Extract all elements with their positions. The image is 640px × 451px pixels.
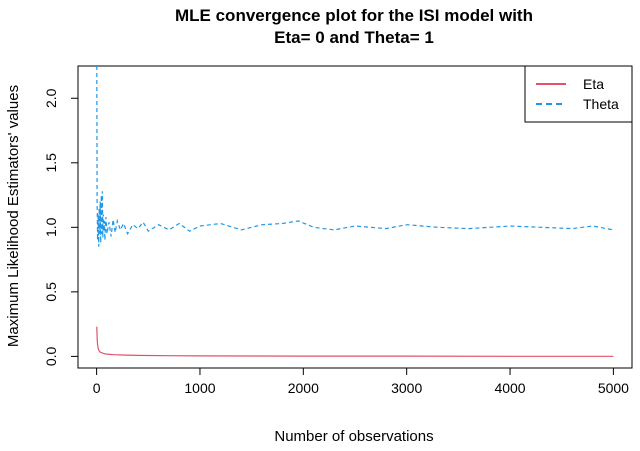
legend-label-eta: Eta — [583, 76, 604, 92]
y-axis-label: Maximum Likelihood Estimators' values — [5, 85, 22, 347]
y-tick-label: 0.5 — [43, 282, 59, 302]
x-axis: 0 1000 2000 3000 4000 5000 — [93, 367, 629, 396]
chart-title-line-2: Eta= 0 and Theta= 1 — [274, 28, 434, 47]
x-tick-label: 2000 — [288, 380, 319, 396]
legend: Eta Theta — [524, 65, 633, 123]
series-line-eta — [96, 326, 614, 357]
chart-title-line-1: MLE convergence plot for the ISI model w… — [175, 6, 533, 25]
y-axis: 0.0 0.5 1.0 1.5 2.0 — [43, 88, 79, 366]
y-tick-label: 1.0 — [43, 217, 59, 237]
legend-box — [524, 65, 633, 123]
y-tick-label: 2.0 — [43, 88, 59, 108]
y-tick-label: 0.0 — [43, 346, 59, 366]
x-tick-label: 3000 — [391, 380, 422, 396]
legend-label-theta: Theta — [583, 96, 619, 112]
x-tick-label: 1000 — [184, 380, 215, 396]
series-layer — [96, 65, 614, 357]
x-tick-label: 0 — [93, 380, 101, 396]
x-tick-label: 4000 — [494, 380, 525, 396]
series-line-theta — [96, 65, 614, 247]
x-tick-label: 5000 — [598, 380, 629, 396]
y-tick-label: 1.5 — [43, 153, 59, 173]
x-axis-label: Number of observations — [274, 428, 433, 445]
